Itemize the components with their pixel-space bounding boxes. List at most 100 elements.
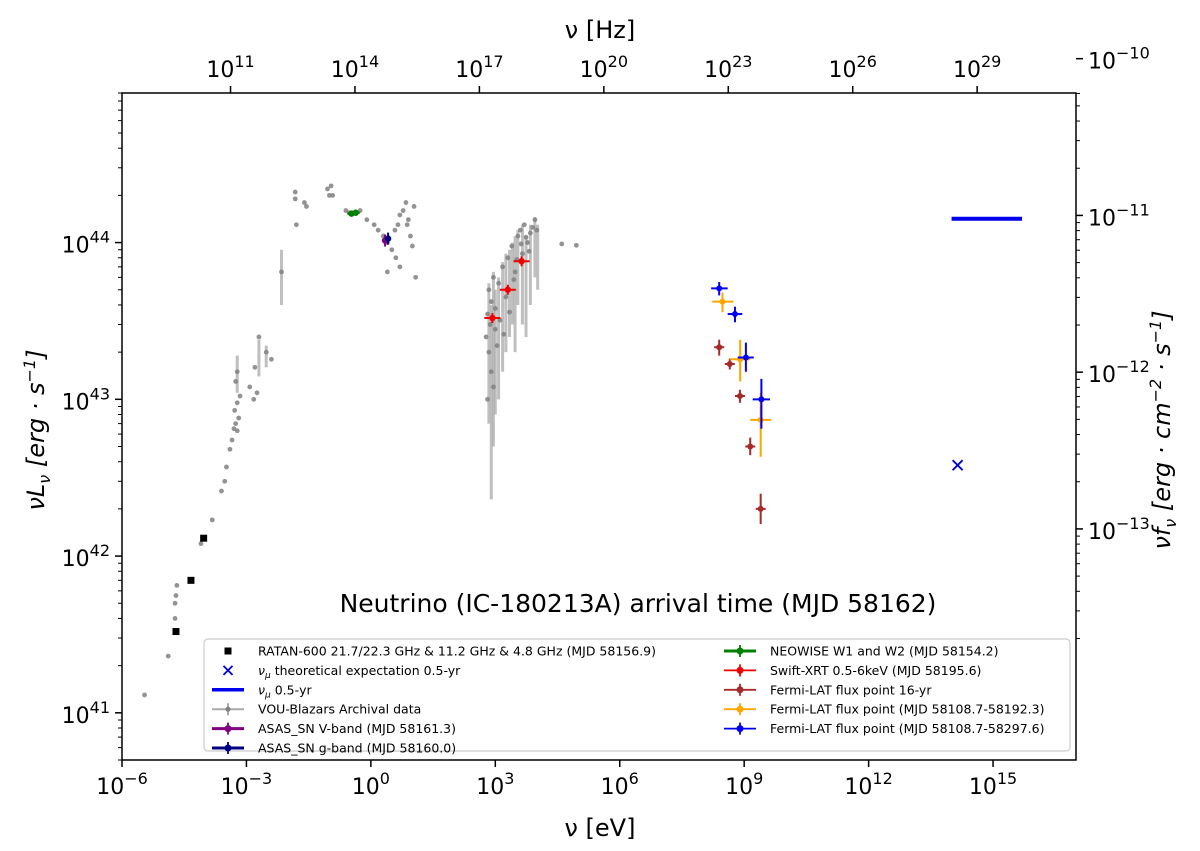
vou-point (292, 189, 298, 195)
right-label-mid: · s (1148, 343, 1176, 378)
vou-point (501, 331, 507, 337)
top-tick-label: 1026 (829, 52, 877, 83)
vou-point (485, 311, 490, 317)
vou-point (247, 384, 253, 390)
vou-point (279, 269, 284, 275)
vou-point (519, 251, 525, 257)
vou-point (559, 241, 565, 247)
legend-label-asas_v: ASAS_SN V-band (MJD 58161.3) (258, 721, 456, 736)
left-tick-label: 1044 (62, 228, 110, 259)
legend-handle-neowise (736, 647, 744, 655)
right-label-exp1: −2 (1146, 379, 1165, 403)
vou-point (198, 541, 204, 547)
swift-point (518, 258, 525, 265)
legend-label-vou: VOU-Blazars Archival data (258, 702, 421, 717)
bottom-tick-label: 10−6 (96, 769, 148, 800)
svg-text:νLν [erg · s−1]: νLν [erg · s−1] (20, 350, 54, 511)
vou-point (252, 364, 258, 370)
left-label-unit-exp: −1 (20, 359, 39, 383)
fermi16-point (736, 392, 743, 399)
fermi-blue-point (731, 311, 738, 318)
vou-point (488, 369, 494, 375)
fermi-blue-point (716, 285, 723, 292)
vou-point (487, 322, 493, 327)
vou-point (397, 264, 403, 270)
vou-point (304, 204, 309, 209)
vou-point (234, 428, 240, 434)
vou-point (234, 369, 240, 375)
right-label-unit: [erg · cm (1148, 402, 1176, 511)
legend-label-asas_g: ASAS_SN g-band (MJD 58160.0) (258, 741, 456, 756)
vou-point (397, 212, 403, 218)
legend-label-fermi_orange: Fermi-LAT flux point (MJD 58108.7-58192.… (770, 702, 1044, 717)
vou-point (229, 437, 235, 443)
vou-point (515, 233, 521, 239)
right-label-main: νf (1148, 524, 1176, 549)
vou-point (254, 390, 260, 396)
neutrino-annotation: Neutrino (IC-180213A) arrival time (MJD … (340, 589, 937, 618)
top-tick-label: 1014 (331, 52, 379, 83)
top-tick-label: 1017 (455, 52, 503, 83)
swift-point (504, 286, 511, 293)
vou-point (142, 692, 147, 698)
vou-point (500, 264, 506, 270)
fermi16-point (747, 443, 754, 450)
fermi-blue-point (758, 396, 765, 403)
vou-point (511, 277, 517, 283)
vou-point (532, 217, 538, 223)
left-tick-label: 1041 (62, 698, 110, 729)
legend-box (203, 638, 1071, 752)
vou-point (409, 243, 415, 249)
vou-point (269, 356, 274, 362)
legend-handle-fermi_orange (736, 705, 744, 713)
fermi16-point (757, 505, 764, 512)
top-tick-label: 1011 (206, 52, 254, 83)
plot-frame (121, 92, 1077, 761)
vou-point (573, 242, 579, 248)
vou-point (251, 396, 257, 402)
vou-point (172, 600, 178, 606)
vou-point (408, 233, 413, 239)
legend-label-ratan: RATAN-600 21.7/22.3 GHz & 11.2 GHz & 4.8… (258, 644, 656, 659)
vou-point (236, 415, 242, 421)
right-tick-label: 10−12 (1088, 357, 1150, 388)
vou-point (488, 299, 494, 305)
vou-point (375, 227, 381, 233)
legend-handle-vou (225, 706, 231, 712)
vou-point (293, 222, 299, 228)
vou-point (233, 421, 239, 427)
vou-point (302, 200, 307, 205)
right-tick-label: 10−11 (1088, 200, 1150, 231)
legend: RATAN-600 21.7/22.3 GHz & 11.2 GHz & 4.8… (203, 638, 1071, 756)
bottom-tick-label: 103 (476, 769, 514, 800)
right-label-exp2: −1 (1146, 320, 1165, 344)
legend-label-numu_theory: νμ theoretical expectation 0.5-yr (258, 663, 461, 681)
vou-point (384, 269, 390, 275)
vou-point (492, 306, 498, 311)
right-axis-label: νfν [erg · cm−2 · s−1] (1146, 310, 1180, 549)
fermi-orange-point (719, 298, 726, 305)
right-label-close: ] (1148, 310, 1176, 320)
vou-point (263, 349, 269, 355)
vou-point (530, 224, 536, 230)
vou-point (237, 393, 243, 399)
vou-point (222, 478, 228, 484)
right-tick-label: 10−13 (1088, 514, 1150, 545)
vou-point (389, 247, 395, 253)
vou-point (503, 294, 509, 300)
right-tick-label: 10−10 (1088, 44, 1150, 75)
vou-point (521, 222, 527, 228)
axes-layer: 10−6 10−3 100 103 106 109 1012 1015 1011 1014 1017… (62, 44, 1150, 800)
legend-handle-fermi_blue (736, 725, 744, 733)
vou-point (209, 517, 215, 523)
vou-point (518, 241, 524, 247)
svg-text:νfν [erg · cm−2 · s−1]: νfν [erg · cm−2 · s−1] (1146, 310, 1180, 549)
vou-point (494, 343, 500, 349)
vou-point (174, 582, 180, 588)
vou-point (405, 217, 411, 223)
vou-point (404, 222, 410, 228)
vou-point (491, 384, 496, 390)
legend-handle-asas_v (224, 725, 232, 733)
bottom-axis-label: ν [eV] (565, 814, 636, 842)
